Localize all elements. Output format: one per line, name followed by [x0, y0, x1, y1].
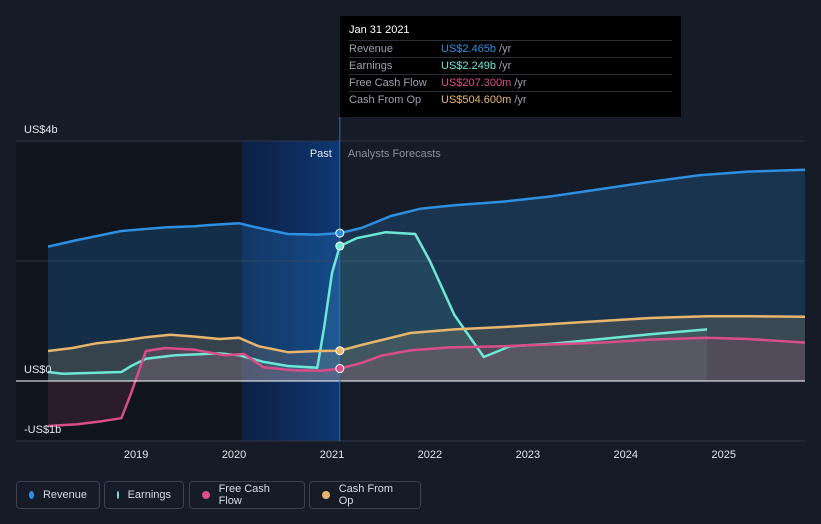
forecast-label: Analysts Forecasts [348, 148, 441, 160]
x-tick-label: 2025 [711, 449, 735, 461]
legend-dot-icon [322, 491, 330, 499]
legend-label: Cash From Op [338, 483, 394, 507]
tooltip-date: Jan 31 2021 [349, 24, 410, 36]
tooltip-label: Revenue [349, 43, 394, 55]
y-label-bottom: -US$1b [24, 424, 61, 436]
legend-revenue-button[interactable]: Revenue [16, 481, 100, 509]
legend-label: Earnings [127, 489, 171, 501]
x-tick-label: 2021 [320, 449, 344, 461]
tooltip-value: US$504.600m/yr [441, 94, 527, 106]
tooltip-row-cash-from-op: Cash From Op US$504.600m/yr [349, 91, 672, 109]
legend-cash-from-op-button[interactable]: Cash From Op [309, 481, 421, 509]
tooltip-value: US$2.249b/yr [441, 60, 512, 72]
x-tick-label: 2024 [614, 449, 638, 461]
revenue-area [48, 169, 805, 381]
past-label: Past [310, 148, 332, 160]
tooltip-label: Earnings [349, 60, 393, 72]
free-cash-flow-line [47, 336, 806, 428]
tooltip-value: US$207.300m/yr [441, 77, 527, 89]
tooltip-label: Cash From Op [349, 94, 422, 106]
y-label-zero: US$0 [24, 364, 52, 376]
legend-dot-icon [29, 491, 34, 499]
free-cash-flow-area [48, 337, 805, 426]
legend-label: Revenue [42, 489, 87, 501]
tooltip-value: US$2.465b/yr [441, 43, 512, 55]
x-tick-label: 2022 [418, 449, 442, 461]
x-tick-label: 2019 [124, 449, 148, 461]
tooltip-row-free-cash-flow: Free Cash Flow US$207.300m/yr [349, 74, 672, 92]
revenue-line [47, 168, 806, 248]
revenue-marker [335, 228, 345, 238]
x-tick-label: 2020 [222, 449, 246, 461]
tooltip-row-earnings: Earnings US$2.249b/yr [349, 57, 672, 75]
earnings-marker [335, 241, 345, 251]
earnings-area [48, 232, 708, 381]
legend-dot-icon [202, 491, 210, 499]
cash-from-op-line [47, 314, 806, 354]
tooltip-label: Free Cash Flow [349, 77, 427, 89]
legend-earnings-button[interactable]: Earnings [104, 481, 184, 509]
tooltip-row-revenue: Revenue US$2.465b/yr [349, 40, 672, 58]
legend-free-cash-flow-button[interactable]: Free Cash Flow [189, 481, 305, 509]
free-cash-flow-marker [335, 364, 345, 374]
tooltip: Jan 31 2021 Revenue US$2.465b/yr Earning… [340, 16, 681, 117]
legend-dot-icon [117, 491, 119, 499]
y-label-top: US$4b [24, 124, 58, 136]
x-tick-label: 2023 [516, 449, 540, 461]
selection-highlight [241, 141, 340, 441]
cash-from-op-marker [335, 346, 345, 356]
legend-label: Free Cash Flow [218, 483, 270, 507]
